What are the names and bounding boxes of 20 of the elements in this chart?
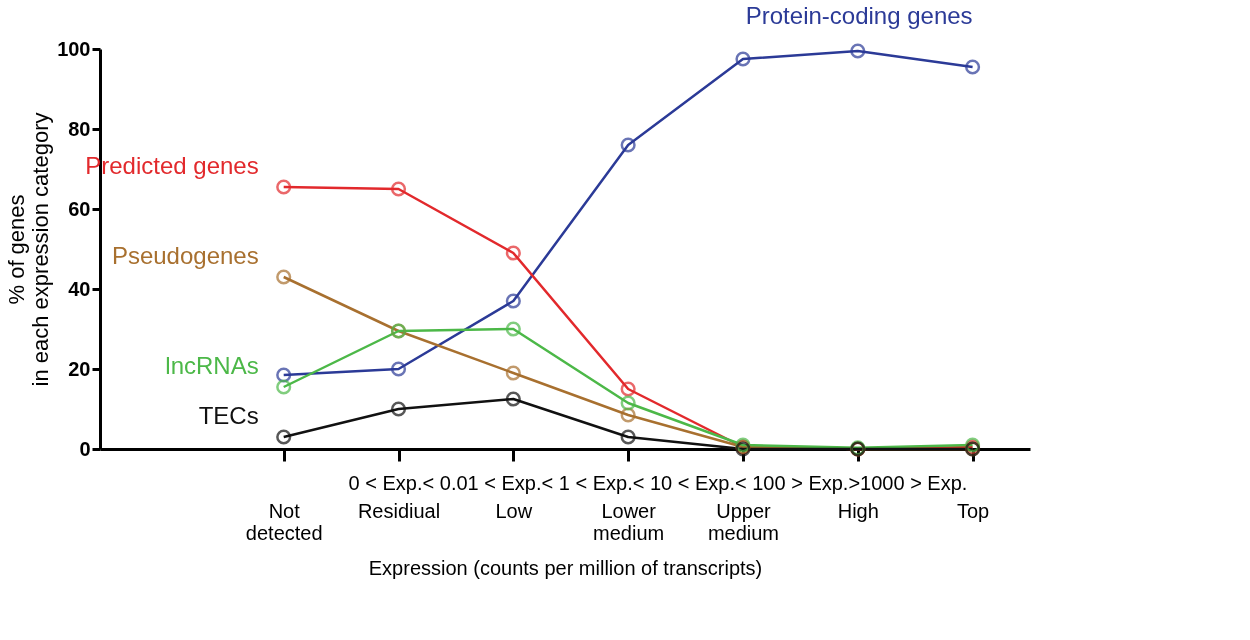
x-tick-label: Not detected [245, 499, 323, 544]
x-tick-label: Top [956, 499, 990, 522]
series-label: lncRNAs [165, 352, 259, 379]
text: 0 < Exp.< 0.01 < Exp.< 1 < Exp.< 10 < Exp.< 100 > Exp.>1000 > Exp. [348, 472, 968, 494]
x-axis-title: Expression (counts per million of transcripts) [368, 556, 763, 579]
series-label: Protein-coding genes [745, 2, 973, 29]
y-axis-title: % of genes in each expression category [4, 112, 54, 387]
y-tick-label: 80 [68, 117, 91, 140]
x-tick-label: High [837, 499, 879, 522]
series-label: Pseudogenes [111, 242, 259, 269]
x-tick-label: Lower medium [593, 499, 665, 544]
series-label: TECs [198, 402, 259, 429]
y-tick-label: 60 [68, 197, 91, 220]
x-tick-label: Residiual [357, 499, 441, 522]
x-tick-label: Low [495, 499, 533, 522]
y-tick-label: 40 [68, 277, 91, 300]
y-tick-label: 0 [79, 437, 91, 460]
y-tick-label: 20 [68, 357, 91, 380]
x-tick-label: Upper medium [707, 499, 780, 544]
y-tick-label: 100 [57, 37, 91, 60]
